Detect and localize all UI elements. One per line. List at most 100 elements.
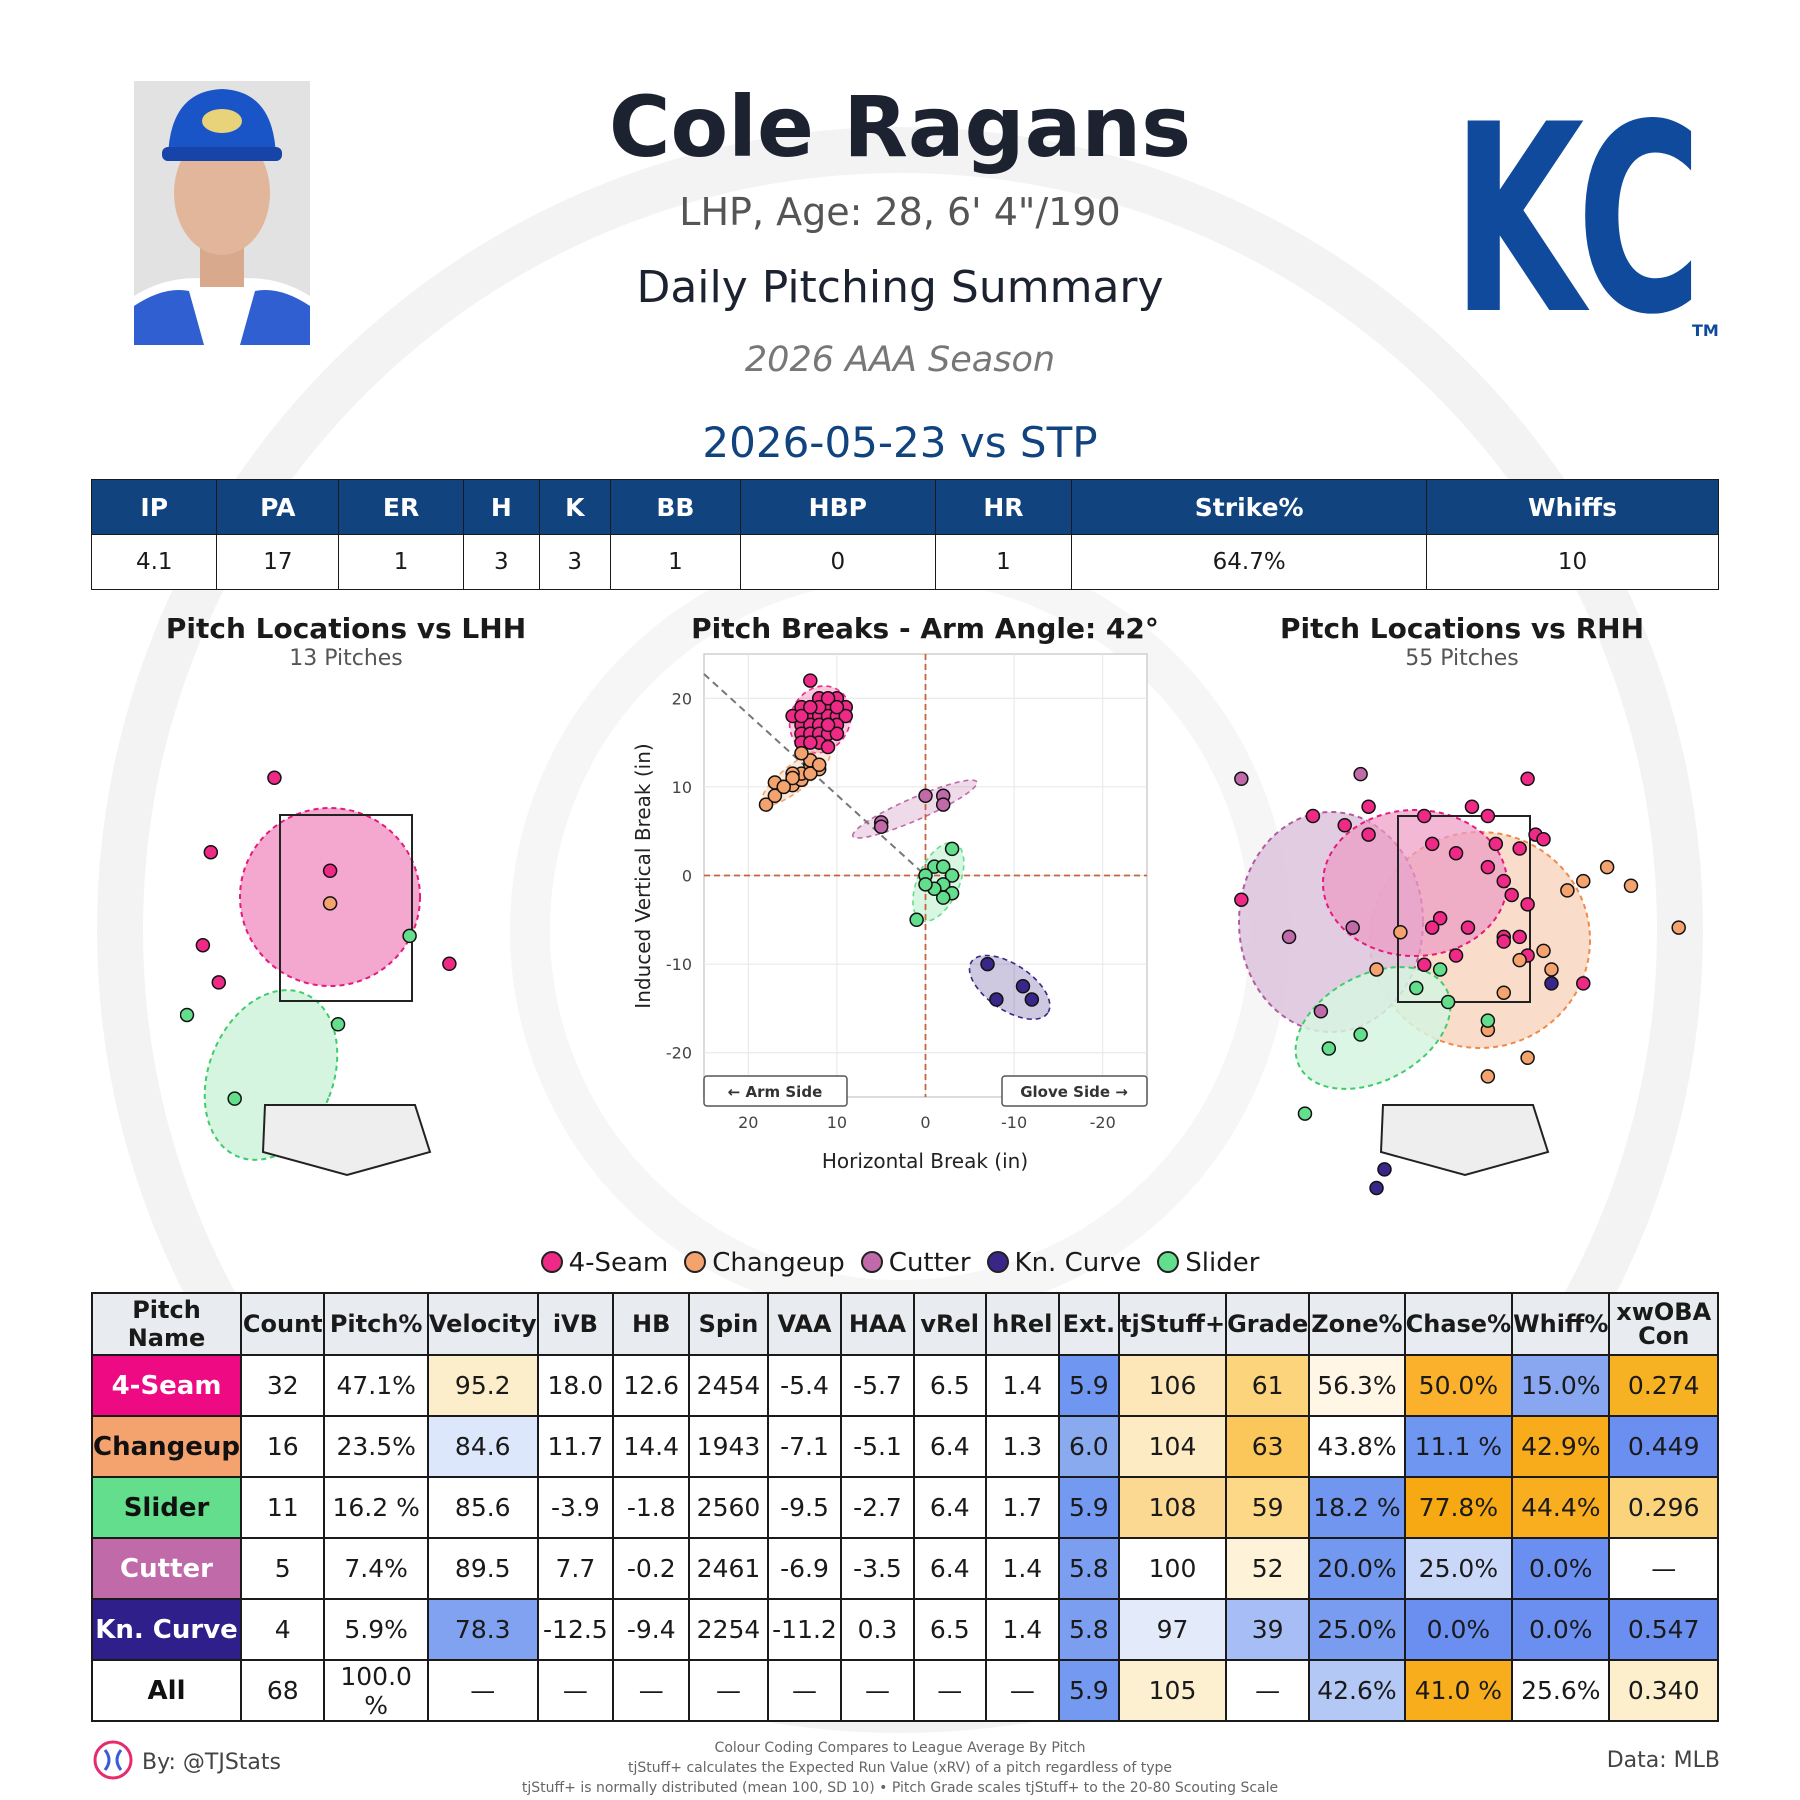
pitch-cell-count: 32 — [240, 1354, 326, 1417]
pitch-cell-whiff: 25.6% — [1511, 1659, 1611, 1722]
pitch-cell-zone: 18.2 % — [1308, 1476, 1406, 1539]
pitch-cell-velocity: 89.5 — [426, 1537, 539, 1600]
break-point-4-seam — [794, 708, 809, 724]
break-point-4-seam — [803, 735, 818, 750]
summary-header-hbp: HBP — [740, 479, 936, 535]
pitch-cell-whiff: 42.9% — [1511, 1415, 1611, 1478]
rhh-point-slider — [1297, 1106, 1313, 1121]
tjstats-logo-icon — [93, 1740, 133, 1780]
summary-value-k: 3 — [538, 534, 611, 590]
lhh-plot-title: Pitch Locations vs LHH — [165, 612, 527, 645]
pitch-cell-vrel: 6.5 — [912, 1354, 987, 1417]
pitch-cell-velocity: 78.3 — [426, 1598, 539, 1661]
pitch-cell-haa: — — [840, 1659, 915, 1722]
lhh-point-4-seam — [203, 844, 219, 860]
rhh-point-4-seam — [1448, 845, 1464, 861]
break-point-kn-curve — [1024, 992, 1040, 1007]
pitch-cell-spin: 1943 — [688, 1415, 769, 1478]
pitch-cell-pitch: 7.4% — [323, 1537, 429, 1600]
pitch-col-xwoba-con: xwOBA Con — [1608, 1292, 1719, 1356]
lhh-point-slider — [227, 1091, 242, 1106]
rhh-point-4-seam — [1361, 827, 1376, 842]
pitch-cell-ivb: — — [536, 1659, 615, 1722]
rhh-point-slider — [1409, 980, 1424, 996]
pitch-cell-count: 5 — [240, 1537, 326, 1600]
pitch-cell-whiff: 15.0% — [1511, 1354, 1611, 1417]
rhh-point-4-seam — [1424, 920, 1440, 935]
rhh-point-changeup — [1536, 943, 1551, 959]
break-y-tick: -10 — [666, 955, 692, 974]
rhh-point-4-seam — [1460, 920, 1476, 935]
pitch-cell-zone: 25.0% — [1308, 1598, 1406, 1661]
pitch-col-pitch: Pitch% — [323, 1292, 429, 1356]
pitch-cell-hrel: 1.3 — [984, 1415, 1060, 1478]
season-label: 2026 AAA Season — [744, 340, 1056, 380]
pitch-cell-chase: 25.0% — [1403, 1537, 1514, 1600]
pitch-cell-ext: 5.9 — [1057, 1659, 1120, 1722]
break-y-tick: 0 — [682, 867, 692, 886]
legend-label: Kn. Curve — [1014, 1248, 1142, 1278]
pitch-col-haa: HAA — [840, 1292, 915, 1356]
rhh-point-4-seam — [1520, 771, 1535, 787]
pitch-cell-ivb: -3.9 — [536, 1476, 615, 1539]
pitch-cell-vrel: 6.4 — [912, 1537, 987, 1600]
pitch-cell-spin: — — [688, 1659, 769, 1722]
pitch-cell-hb: -0.2 — [612, 1537, 691, 1600]
pitch-cell-pitch: 16.2 % — [323, 1476, 429, 1539]
pitch-row-kn-curve: Kn. Curve 4 5.9% 78.3 -12.5 -9.4 2254 -11.2 0.3 6… — [90, 1598, 1719, 1661]
pitch-cell-tjstuff: 105 — [1117, 1659, 1228, 1722]
rhh-point-slider — [1432, 962, 1448, 977]
pitch-col-spin: Spin — [688, 1292, 769, 1356]
break-x-axis-label: Horizontal Break (in) — [822, 1149, 1028, 1173]
footer-note-1: Colour Coding Compares to League Average… — [714, 1740, 1086, 1756]
pitch-name-cell: Kn. Curve — [90, 1598, 243, 1661]
break-x-tick: 20 — [738, 1113, 758, 1132]
rhh-point-cutter — [1313, 1004, 1329, 1019]
rhh-point-changeup — [1512, 952, 1527, 968]
pitch-col-zone: Zone% — [1308, 1292, 1406, 1356]
break-point-slider — [909, 912, 924, 928]
summary-header-k: K — [538, 479, 611, 535]
lhh-point-changeup — [322, 896, 338, 911]
break-point-4-seam — [803, 699, 818, 715]
player-name: Cole Ragans — [608, 78, 1192, 176]
game-title: 2026-05-23 vs STP — [702, 418, 1098, 467]
player-headshot — [134, 81, 310, 345]
rhh-point-4-seam — [1520, 897, 1535, 912]
summary-header-pa: PA — [216, 479, 340, 535]
footer-notes: Colour Coding Compares to League Average… — [500, 1738, 1300, 1798]
rhh-plot-subtitle: 55 Pitches — [1405, 646, 1519, 671]
legend-item-cutter: Cutter — [860, 1248, 971, 1278]
rhh-point-changeup — [1393, 925, 1408, 940]
lhh-point-4-seam — [267, 770, 282, 786]
pitch-cell-vaa: — — [766, 1659, 843, 1722]
pitch-cell-zone: 43.8% — [1308, 1415, 1406, 1478]
pitch-name-cell: Cutter — [90, 1537, 243, 1600]
rhh-point-4-seam — [1576, 976, 1591, 991]
pitch-col-grade: Grade — [1225, 1292, 1311, 1356]
pitch-cell-xwoba-con: 0.340 — [1608, 1659, 1719, 1722]
pitch-cell-ivb: 7.7 — [536, 1537, 615, 1600]
footer-note-2: tjStuff+ calculates the Expected Run Val… — [627, 1760, 1173, 1776]
pitch-cell-count: 11 — [240, 1476, 326, 1539]
pitch-cell-ext: 5.8 — [1057, 1537, 1120, 1600]
rhh-point-4-seam — [1496, 873, 1512, 889]
break-x-tick: 0 — [920, 1113, 930, 1132]
break-point-slider — [944, 841, 960, 857]
rhh-point-kn-curve — [1377, 1162, 1392, 1177]
legend-item-4-seam: 4-Seam — [540, 1248, 668, 1278]
break-point-4-seam — [829, 699, 845, 715]
player-info: LHP, Age: 28, 6' 4"/190 — [679, 190, 1121, 234]
rhh-point-4-seam — [1536, 832, 1551, 847]
pitch-cell-pitch: 47.1% — [323, 1354, 429, 1417]
pitch-cell-grade: 61 — [1225, 1354, 1311, 1417]
rhh-slider-ellipse — [1294, 966, 1452, 1090]
rhh-point-4-seam — [1416, 808, 1432, 824]
rhh-point-4-seam — [1496, 934, 1512, 949]
pitch-col-count: Count — [240, 1292, 326, 1356]
pitch-cell-spin: 2454 — [688, 1354, 769, 1417]
rhh-point-slider — [1321, 1041, 1337, 1056]
rhh-point-kn-curve — [1369, 1180, 1384, 1196]
break-y-tick: 10 — [672, 778, 692, 797]
legend-item-changeup: Changeup — [684, 1248, 845, 1278]
